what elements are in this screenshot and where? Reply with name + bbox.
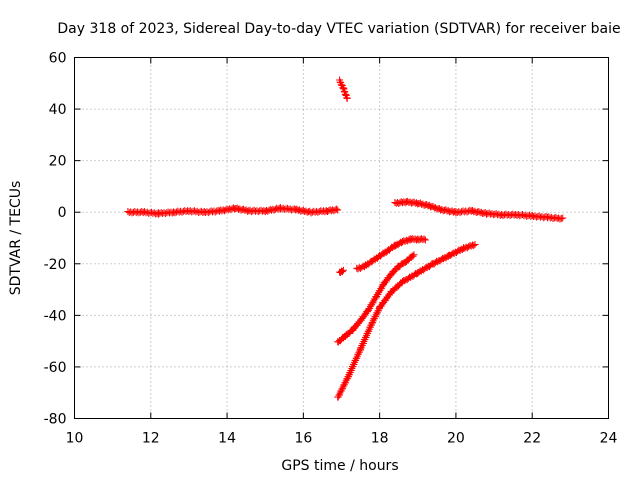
- x-tick-label: 16: [294, 431, 312, 447]
- data-point: [339, 266, 347, 274]
- series-track-3: [391, 197, 567, 223]
- data-point: [377, 302, 385, 310]
- data-point: [557, 215, 565, 223]
- axis-ticks: 10 12 14 16 18 20 22 24 -80 -60 -40 -20 0 20 40 60: [44, 51, 618, 447]
- data-point: [410, 251, 418, 259]
- data-point: [559, 214, 567, 222]
- series-track-2: [336, 76, 351, 102]
- chart-title: Day 318 of 2023, Sidereal Day-to-day VTE…: [57, 21, 620, 37]
- x-tick-label: 20: [447, 431, 465, 447]
- x-tick-label: 10: [66, 431, 84, 447]
- data-point: [409, 252, 417, 260]
- y-axis-label: SDTVAR / TECUs: [8, 181, 24, 296]
- y-tick-label: 60: [49, 51, 67, 67]
- x-tick-label: 24: [600, 431, 618, 447]
- data-point: [343, 94, 351, 102]
- data-point: [381, 297, 389, 305]
- x-tick-label: 14: [218, 431, 236, 447]
- series-track-5: [353, 235, 429, 273]
- data-point: [420, 235, 428, 243]
- x-tick-label: 12: [142, 431, 160, 447]
- y-tick-label: 20: [49, 154, 67, 170]
- data-point: [421, 236, 429, 244]
- data-point: [470, 242, 478, 250]
- y-tick-label: -80: [44, 412, 67, 428]
- series-track-4: [336, 266, 347, 277]
- series-track-7: [334, 240, 479, 401]
- x-tick-label: 22: [523, 431, 541, 447]
- data-point: [332, 205, 340, 213]
- data-points: [124, 76, 567, 401]
- y-tick-label: -60: [44, 360, 67, 376]
- x-axis-label: GPS time / hours: [281, 458, 398, 474]
- series-track-6: [334, 251, 418, 346]
- y-tick-label: -40: [44, 308, 67, 324]
- data-point: [471, 240, 479, 248]
- y-tick-label: 0: [58, 205, 67, 221]
- x-tick-label: 18: [371, 431, 389, 447]
- y-tick-label: 40: [49, 102, 67, 118]
- y-tick-label: -20: [44, 257, 67, 273]
- data-point: [334, 206, 342, 214]
- grid-lines: [74, 57, 609, 419]
- series-track-1: [124, 204, 342, 218]
- plot-frame: [74, 57, 609, 419]
- data-point: [338, 268, 346, 276]
